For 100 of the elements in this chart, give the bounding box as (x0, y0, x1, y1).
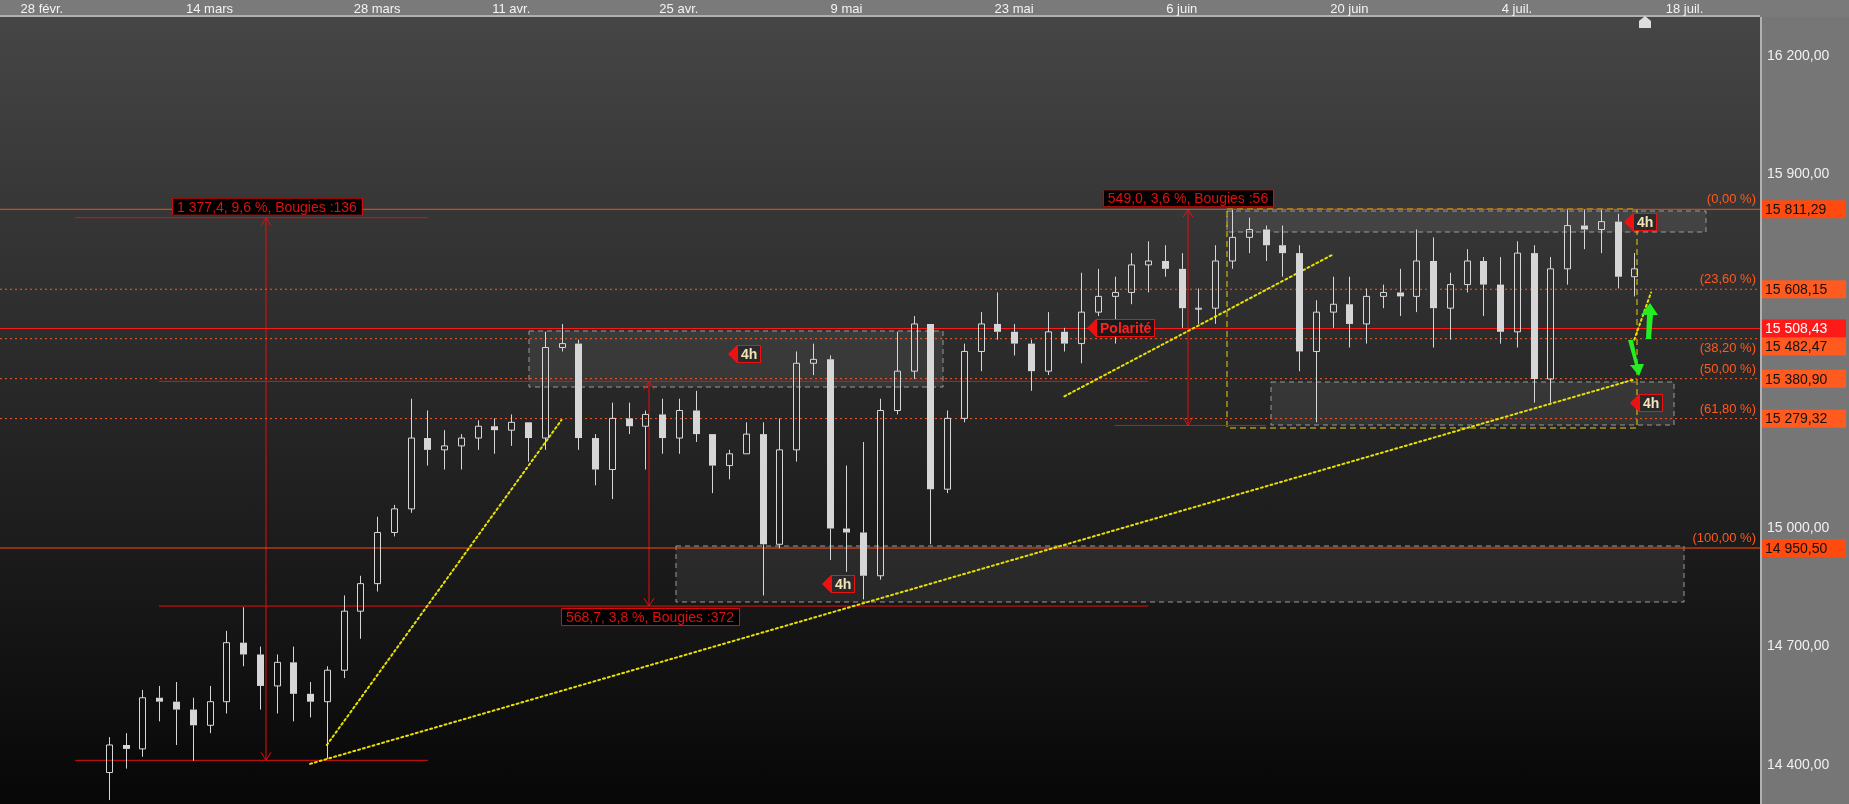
candlestick (1313, 299, 1320, 423)
candlestick (1128, 252, 1135, 305)
candlestick (240, 606, 247, 667)
candlestick (1330, 276, 1337, 329)
candlestick (894, 331, 901, 415)
candlestick (978, 311, 985, 372)
y-tick-label: 14 700,00 (1767, 637, 1830, 654)
annotation: 4h (1633, 213, 1658, 231)
candlestick (860, 441, 867, 600)
candlestick (1195, 288, 1202, 325)
x-tick-label: 4 juil. (1501, 0, 1533, 16)
candlestick (1162, 244, 1169, 278)
candlestick (1145, 240, 1152, 293)
candlestick (1078, 272, 1085, 364)
y-tick-label: 15 000,00 (1767, 519, 1830, 536)
candlestick (659, 398, 666, 455)
x-tick-label: 23 mai (994, 0, 1034, 16)
y-tick-label: 16 200,00 (1767, 47, 1830, 64)
candlestick (106, 736, 113, 801)
candlestick (760, 421, 767, 596)
candlestick (1296, 244, 1303, 372)
candlestick (743, 421, 750, 455)
candlestick (1246, 217, 1253, 254)
candlestick (1397, 268, 1404, 317)
annotation: (38,20 %) (1699, 339, 1756, 355)
candlestick (173, 681, 180, 746)
x-tick-label: 11 avr. (492, 0, 531, 16)
y-tick-label: 14 400,00 (1767, 755, 1830, 772)
annotation: (23,60 %) (1699, 271, 1756, 287)
candlestick (626, 402, 633, 435)
candlestick (1480, 256, 1487, 317)
candlestick (693, 390, 700, 443)
ref-line-label: 15 811,29 (1765, 201, 1827, 218)
candlestick (1464, 248, 1471, 293)
x-tick-label: 28 févr. (20, 0, 64, 16)
candlestick (1430, 236, 1437, 349)
candlestick (257, 646, 264, 711)
candlestick (190, 697, 197, 762)
candlestick (559, 323, 566, 352)
candlestick (709, 434, 716, 494)
annotation: 1 377,4, 9,6 %, Bougies :136 (177, 198, 358, 215)
candlestick (1028, 339, 1035, 392)
candlestick (1447, 272, 1454, 341)
x-tick-label: 25 avr. (659, 0, 699, 16)
candlestick (1531, 244, 1538, 404)
candlestick (1011, 323, 1018, 356)
candlestick (1229, 209, 1236, 270)
candlestick (424, 410, 431, 467)
ref-line-label: 15 608,15 (1765, 281, 1828, 298)
candlestick (827, 354, 834, 561)
annotation: (0,00 %) (1706, 191, 1756, 207)
candlestick (458, 433, 465, 471)
candlestick (793, 350, 800, 463)
candlestick (776, 417, 783, 549)
candlestick (341, 594, 348, 679)
candlestick (994, 291, 1001, 341)
annotation: Polarité (1096, 319, 1156, 338)
annotation: (61,80 %) (1699, 400, 1756, 416)
candlestick (1179, 252, 1186, 329)
annotation: 4h (831, 575, 856, 593)
candlestick (525, 422, 532, 463)
x-tick-label: 18 juil. (1665, 0, 1704, 16)
candlestick (609, 402, 616, 500)
candlestick (508, 413, 515, 447)
candlestick (491, 417, 498, 455)
candlestick (542, 331, 549, 451)
candlestick (357, 575, 364, 640)
candlestick (642, 410, 649, 471)
candlestick (676, 398, 683, 455)
y-tick-label: 15 900,00 (1767, 165, 1830, 182)
candlestick (1497, 256, 1504, 345)
candlestick (441, 429, 448, 471)
candlestick (1061, 327, 1068, 352)
candlestick (1363, 288, 1370, 345)
candlestick (475, 419, 482, 451)
candlestick (156, 685, 163, 722)
candlestick (927, 323, 934, 545)
annotation: (100,00 %) (1692, 530, 1756, 546)
candlestick (1547, 256, 1554, 404)
candlestick (1564, 209, 1571, 286)
x-tick-label: 6 juin (1166, 0, 1198, 16)
candlestick (1380, 284, 1387, 309)
candlestick (274, 653, 281, 714)
annotation: (50,00 %) (1699, 360, 1756, 376)
candlestick (307, 681, 314, 718)
x-tick-label: 14 mars (186, 0, 234, 16)
candlestick (408, 398, 415, 514)
candlestick (1045, 311, 1052, 376)
candlestick (207, 685, 214, 734)
candlestick (1413, 228, 1420, 313)
candlestick (123, 732, 130, 770)
x-tick-label: 9 mai (830, 0, 863, 16)
candlestick (374, 516, 381, 593)
ref-line-label: 15 380,90 (1765, 370, 1828, 387)
candlestick (324, 665, 331, 760)
annotation: 549,0, 3,6 %, Bougies :56 (1107, 190, 1269, 207)
candlestick (1279, 225, 1286, 278)
candlestick (223, 630, 230, 714)
candlestick (290, 646, 297, 722)
x-tick-label: 20 juin (1330, 0, 1369, 16)
